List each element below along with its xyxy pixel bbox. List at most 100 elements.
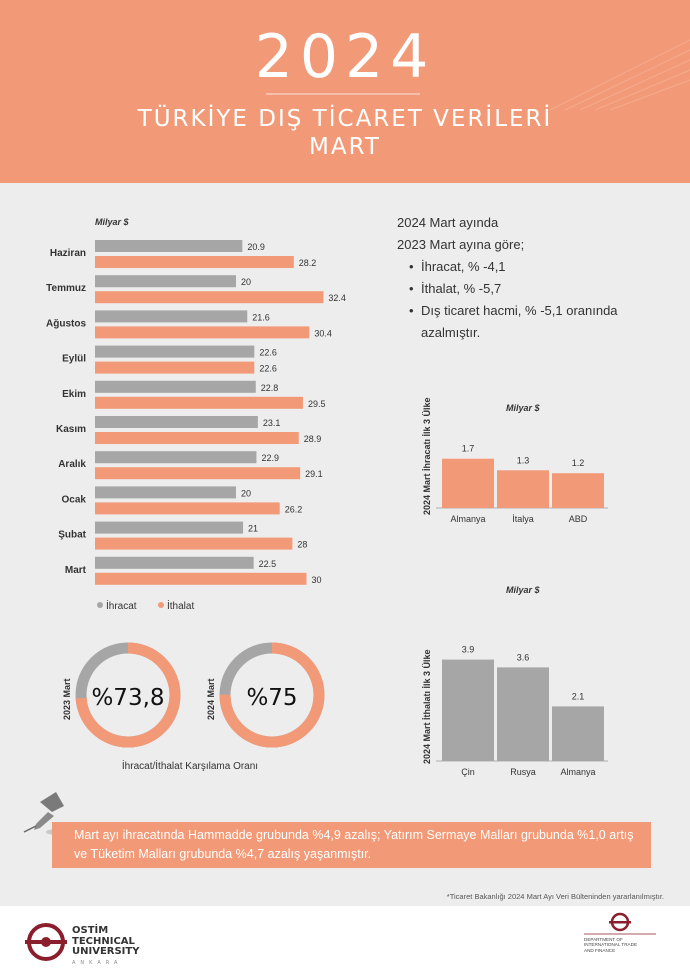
bar-ithalat-label: 28 <box>297 540 307 550</box>
category-label: Aralık <box>58 459 86 470</box>
legend-ihracat-marker <box>97 602 103 608</box>
category-label: Almanya <box>560 767 595 777</box>
bar-ihracat <box>95 380 256 393</box>
header-year: 2024 <box>254 22 436 92</box>
donut-fill-arc <box>75 642 181 748</box>
bar-ihracat-label: 21 <box>248 524 258 534</box>
bar-ithalat <box>95 326 310 339</box>
legend-ithalat-marker <box>158 602 164 608</box>
bar-ihracat-label: 22.9 <box>261 453 279 463</box>
category-label: Çin <box>461 767 475 777</box>
export-chart-title: 2024 Mart İhracatı İlk 3 Ülke <box>422 397 432 515</box>
category-label: ABD <box>569 514 588 524</box>
import-top3-chart: 2024 Mart İthalatı İlk 3 Ülke Milyar $ 3… <box>422 585 608 777</box>
category-label: Eylül <box>62 354 86 365</box>
bar <box>442 659 494 761</box>
source-note: *Ticaret Bakanlığı 2024 Mart Ayı Veri Bü… <box>446 892 664 901</box>
bar-ihracat <box>95 310 248 323</box>
bar-ihracat-label: 20 <box>241 488 251 498</box>
bar-ihracat <box>95 556 254 569</box>
category-label: Temmuz <box>46 283 86 294</box>
bar-ithalat-label: 30.4 <box>314 328 332 338</box>
summary-bullet: İthalat, % -5,7 <box>409 278 667 300</box>
bar-ithalat <box>95 572 307 585</box>
main-chart-unit: Milyar $ <box>95 217 130 227</box>
bar <box>442 458 494 508</box>
category-label: Şubat <box>58 530 86 541</box>
bar-value-label: 3.9 <box>462 645 475 655</box>
category-label: Mart <box>65 565 87 576</box>
bar-ithalat-label: 29.1 <box>305 469 323 479</box>
bar-value-label: 3.6 <box>517 652 530 662</box>
category-label: Kasım <box>56 424 86 435</box>
bar-ithalat-label: 30 <box>312 575 322 585</box>
bar-value-label: 1.2 <box>572 458 585 468</box>
summary-list: İhracat, % -4,1 İthalat, % -5,7 Dış tica… <box>409 256 667 344</box>
charts-canvas: Milyar $ Haziran 20.9 28.2 Temmuz 20 32.4 Ağus… <box>23 217 608 835</box>
category-label: İtalya <box>512 514 534 524</box>
bar-ithalat-label: 22.6 <box>259 364 277 374</box>
bar-value-label: 1.7 <box>462 444 475 454</box>
import-chart-unit: Milyar $ <box>506 585 541 595</box>
bar-ithalat <box>95 291 324 304</box>
bar-ihracat <box>95 275 236 288</box>
bar-ithalat <box>95 256 294 268</box>
donut-label-2024: 2024 Mart <box>206 678 216 720</box>
bar-ithalat-label: 32.4 <box>328 293 346 303</box>
bar <box>552 473 604 508</box>
commodity-note: Mart ayı ihracatında Hammadde grubunda %… <box>52 822 651 868</box>
donut-label-2023: 2023 Mart <box>62 678 72 720</box>
bar-ihracat <box>95 416 258 428</box>
ostim-word-3: UNIVERSITY <box>72 946 140 957</box>
ostim-city: ANKARA <box>72 959 123 966</box>
bar-ithalat-label: 26.2 <box>285 504 303 514</box>
ostim-word-1: OSTİM <box>72 925 109 936</box>
bar-ithalat <box>95 361 255 374</box>
donut-fill-arc <box>219 642 325 748</box>
bar-ihracat <box>95 240 243 252</box>
bar-ihracat <box>95 345 255 358</box>
dept-line-2: INTERNATIONAL TRADE <box>584 942 638 948</box>
monthly-trade-chart: Milyar $ Haziran 20.9 28.2 Temmuz 20 32.4 Ağus… <box>46 217 346 612</box>
category-label: Almanya <box>450 514 485 524</box>
category-label: Haziran <box>50 248 86 259</box>
header-banner: 2024 TÜRKİYE DIŞ TİCARET VERİLERİ MART <box>0 0 690 183</box>
category-label: Rusya <box>510 767 536 777</box>
dept-wordmark: DEPARTMENT OF INTERNATIONAL TRADE AND FI… <box>584 937 656 953</box>
dept-line-1: DEPARTMENT OF <box>584 937 623 942</box>
bar-ithalat-label: 28.9 <box>304 434 322 444</box>
summary-line-2: 2023 Mart ayına göre; <box>397 237 525 252</box>
bar-ihracat <box>95 521 244 534</box>
bar-ithalat-label: 29.5 <box>308 399 326 409</box>
bar-ithalat <box>95 396 303 409</box>
coverage-donuts: 2023 Mart 2024 Mart İhracat/İthalat Karş… <box>62 642 325 772</box>
summary-panel: 2024 Mart ayında 2023 Mart ayına göre; İ… <box>397 212 667 344</box>
summary-bullet: Dış ticaret hacmi, % -5,1 oranında azalm… <box>409 300 667 344</box>
bar <box>497 667 549 761</box>
bar-ithalat <box>95 537 293 550</box>
coverage-ratio-title: İhracat/İthalat Karşılama Oranı <box>122 759 258 772</box>
donut-value-2024: %75 <box>246 685 297 711</box>
import-chart-title: 2024 Mart İthalatı İlk 3 Ülke <box>422 649 432 764</box>
bar-ihracat-label: 23.1 <box>263 418 281 428</box>
decorative-lines <box>549 39 690 110</box>
bar-ithalat-label: 28.2 <box>299 258 317 268</box>
bar-ihracat <box>95 486 236 499</box>
summary-line-1: 2024 Mart ayında <box>397 215 499 230</box>
category-label: Ocak <box>62 494 87 505</box>
legend-ihracat: İhracat <box>106 599 137 612</box>
summary-bullet: İhracat, % -4,1 <box>409 256 667 278</box>
bar-ithalat <box>95 467 301 480</box>
header-subtitle: MART <box>309 134 381 160</box>
dept-line-3: AND FINANCE <box>584 947 616 953</box>
header-title: TÜRKİYE DIŞ TİCARET VERİLERİ <box>137 106 553 132</box>
bar-ihracat-label: 22.6 <box>259 348 277 358</box>
donut-value-2023: %73,8 <box>91 685 164 711</box>
bar-ihracat-label: 20 <box>241 277 251 287</box>
bar-ihracat <box>95 451 257 464</box>
category-label: Ekim <box>62 389 86 400</box>
footer <box>0 906 690 976</box>
legend-ithalat: İthalat <box>167 599 194 612</box>
ostim-wordmark: OSTİM TECHNICAL UNIVERSITY ANKARA <box>72 925 140 968</box>
bar-ihracat-label: 22.5 <box>259 559 277 569</box>
